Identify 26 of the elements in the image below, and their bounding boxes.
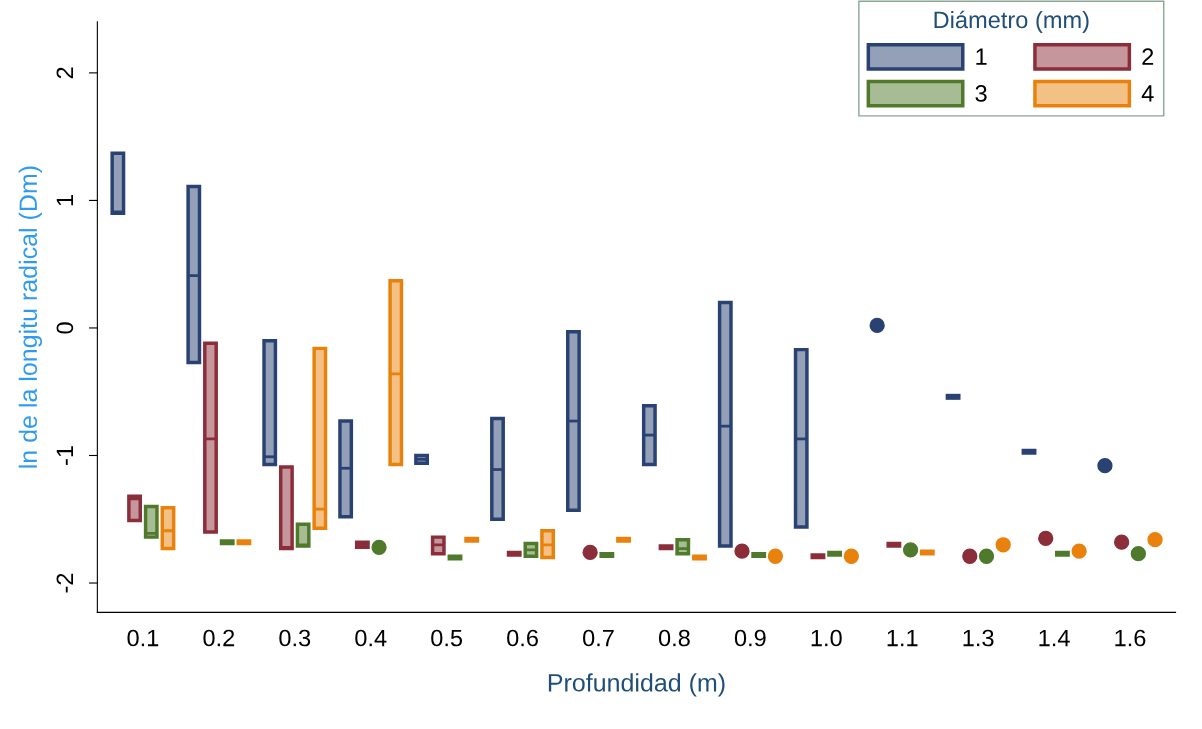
x-tick-label: 0.6	[507, 629, 538, 647]
x-tick-label: 0.2	[203, 629, 235, 647]
legend-label: 1	[976, 48, 987, 65]
x-tick-label: 1.1	[887, 629, 918, 647]
y-tick-label: 1	[56, 195, 74, 206]
x-tick-label: 1.4	[1039, 629, 1070, 647]
legend-title: Diámetro (mm)	[934, 10, 1089, 33]
y-tick-label: 0	[56, 322, 74, 334]
legend-label: 4	[1141, 85, 1154, 102]
y-tick-label: -2	[56, 573, 74, 593]
x-tick-label: 1.0	[811, 629, 842, 647]
x-axis-title: Profundidad (m)	[548, 673, 725, 697]
x-tick-label: 0.1	[127, 629, 159, 647]
x-tick-label: 0.8	[658, 629, 690, 647]
x-tick-label: 0.5	[431, 629, 463, 647]
x-tick-label: 1.6	[1115, 629, 1146, 647]
y-tick-label: -1	[56, 446, 74, 465]
y-tick-label: 2	[56, 67, 74, 79]
x-tick-label: 1.3	[963, 629, 994, 647]
x-tick-label: 0.9	[734, 629, 766, 647]
y-axis-title: ln de la longitu radical (Dm)	[18, 166, 43, 468]
x-tick-label: 0.7	[583, 629, 614, 647]
x-tick-label: 0.4	[355, 629, 387, 647]
legend-label: 2	[1142, 48, 1154, 65]
x-tick-label: 0.3	[279, 629, 311, 647]
legend-label: 3	[975, 85, 987, 102]
